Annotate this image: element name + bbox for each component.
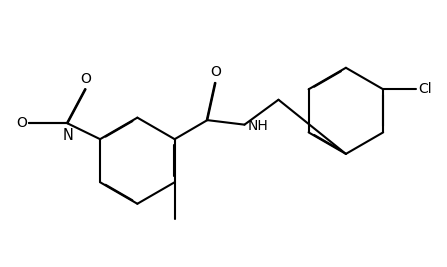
- Text: O: O: [16, 116, 27, 130]
- Text: Cl: Cl: [418, 82, 432, 96]
- Text: O: O: [210, 65, 221, 79]
- Text: N: N: [63, 128, 74, 143]
- Text: NH: NH: [248, 119, 269, 133]
- Text: O: O: [80, 72, 91, 86]
